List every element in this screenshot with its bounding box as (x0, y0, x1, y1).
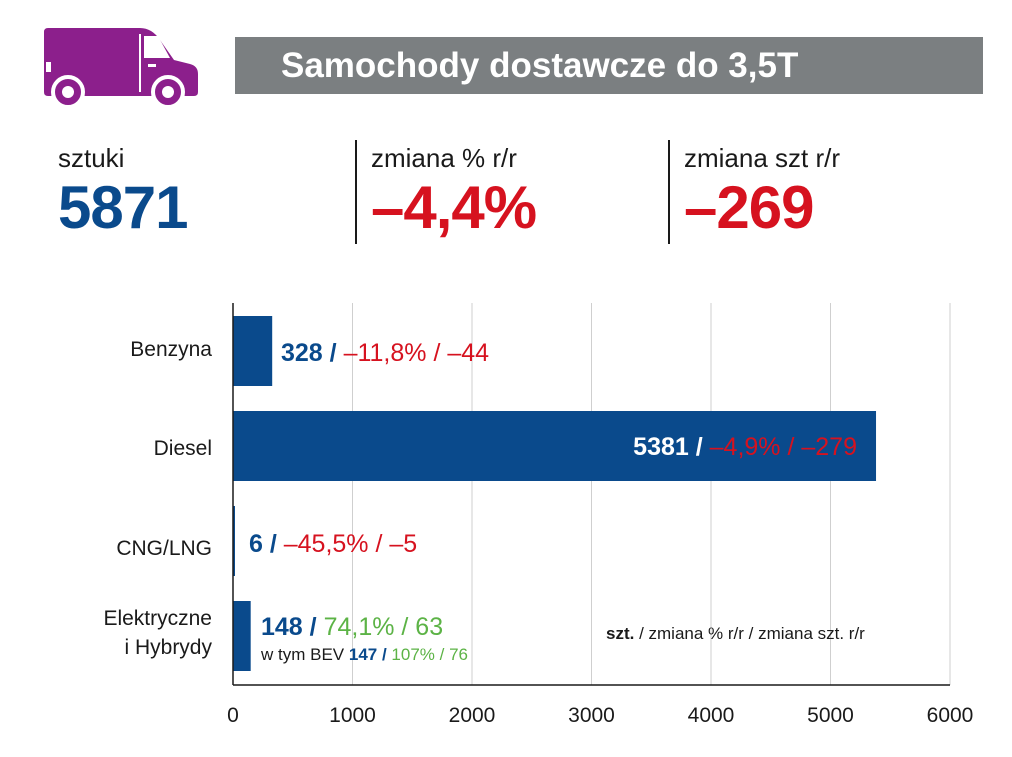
x-tick-label: 4000 (688, 704, 735, 727)
stat-pct-change-value: –4,4% (371, 174, 537, 241)
bar-value-label: 328 (281, 339, 323, 367)
category-label: Elektryczne i Hybrydy (103, 607, 212, 659)
legend-note: szt. / zmiana % r/r / zmiana szt. r/r (606, 624, 865, 643)
stat-divider (668, 140, 670, 244)
bar-value-label: 6 (249, 530, 263, 558)
stat-abs-change-value: –269 (684, 174, 814, 241)
bar (233, 601, 251, 671)
bar-value-label: 5381 (633, 433, 689, 461)
x-tick-label: 1000 (329, 704, 376, 727)
stat-units: sztuki 5871 (58, 143, 188, 241)
stat-abs-change: zmiana szt r/r –269 (684, 143, 840, 241)
bar-annotation: 328 / –11,8% / –44 (281, 339, 490, 367)
bar (233, 411, 877, 481)
category-label: Benzyna (130, 338, 212, 361)
category-label: Diesel (153, 437, 212, 460)
stat-units-label: sztuki (58, 143, 125, 173)
pct-change-label: –45,5% (283, 530, 369, 558)
abs-change-label: –44 (447, 339, 490, 367)
x-tick-label: 6000 (927, 704, 974, 727)
abs-change-label: 63 (415, 613, 444, 641)
bev-note: w tym BEV 147 / 107% / 76 (261, 645, 468, 664)
stat-abs-change-label: zmiana szt r/r (684, 143, 841, 173)
stat-pct-change: zmiana % r/r –4,4% (371, 143, 537, 241)
x-tick-label: 0 (227, 704, 239, 727)
x-tick-label: 5000 (807, 704, 854, 727)
pct-change-label: –4,9% (709, 433, 781, 461)
category-label: CNG/LNG (116, 537, 212, 560)
bar (233, 506, 235, 576)
stat-divider (355, 140, 357, 244)
bar-annotation: 6 / –45,5% / –5 (249, 530, 418, 558)
bar (233, 316, 273, 386)
bar-value-label: 148 (261, 613, 303, 641)
bar-annotation: 148 / 74,1% / 63 (261, 613, 444, 641)
pct-change-label: 74,1% (323, 613, 395, 641)
stat-units-value: 5871 (58, 174, 188, 241)
abs-change-label: –5 (389, 530, 418, 558)
x-tick-label: 3000 (568, 704, 615, 727)
van-icon (44, 28, 198, 108)
abs-change-label: –279 (801, 433, 857, 461)
bar-annotation: 5381 / –4,9% / –279 (633, 433, 857, 461)
stat-pct-change-label: zmiana % r/r (371, 143, 517, 173)
pct-change-label: –11,8% (343, 339, 427, 367)
x-tick-label: 2000 (449, 704, 496, 727)
chart-title: Samochody dostawcze do 3,5T (235, 37, 983, 94)
